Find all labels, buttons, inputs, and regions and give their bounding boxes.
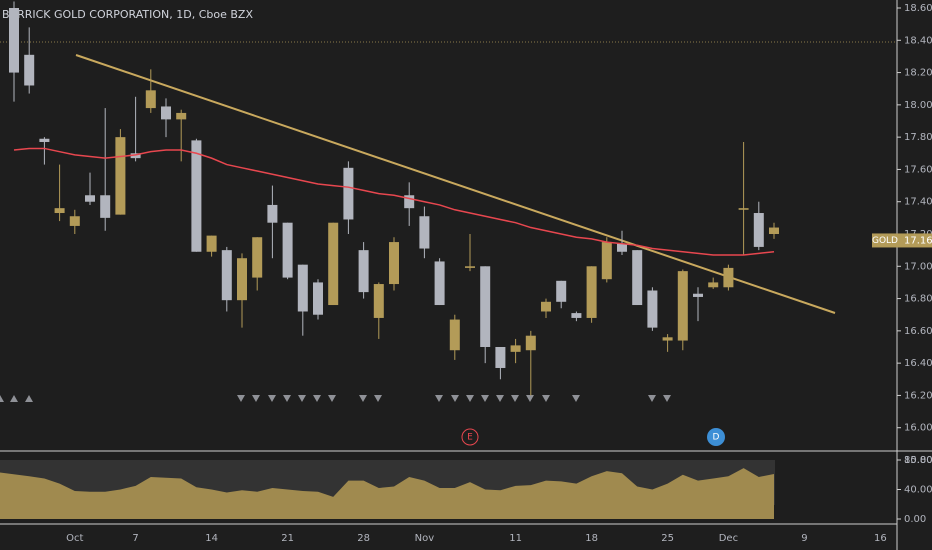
candle-body xyxy=(586,266,597,318)
y-tick-label: 17.40 xyxy=(904,197,932,208)
candle-body xyxy=(449,319,460,351)
x-tick-label: 25 xyxy=(661,533,674,544)
x-tick-label: 28 xyxy=(357,533,370,544)
last-price-box xyxy=(899,233,932,248)
event-label: E xyxy=(467,433,473,443)
y-tick-label: 18.40 xyxy=(904,35,932,46)
candle-body xyxy=(723,267,734,288)
candle-body xyxy=(495,347,506,368)
x-tick-label: 18 xyxy=(585,533,598,544)
candle-body xyxy=(221,250,232,301)
candle-body xyxy=(24,54,35,86)
x-tick-label: 9 xyxy=(801,533,807,544)
candle-body xyxy=(480,266,491,347)
candle-body xyxy=(617,243,627,252)
x-tick-label: 7 xyxy=(132,533,138,544)
candle-body xyxy=(297,264,308,312)
candle-body xyxy=(161,106,171,120)
event-circle xyxy=(707,428,725,446)
candle-body xyxy=(525,335,536,351)
x-tick-label: 11 xyxy=(509,533,522,544)
candle-body xyxy=(39,138,50,142)
candle-body xyxy=(708,282,719,288)
last-price-label: 17.16 xyxy=(904,235,932,246)
y-tick-label: 18.60 xyxy=(904,3,932,14)
candle-body xyxy=(373,284,384,318)
candle-body xyxy=(541,301,551,312)
y-tick-label: 16.20 xyxy=(904,390,932,401)
candle-body xyxy=(85,195,95,202)
candle-body xyxy=(571,313,582,318)
candle-body xyxy=(769,227,779,234)
candle-body xyxy=(647,290,658,328)
candle-body xyxy=(677,271,688,341)
candle-body xyxy=(176,112,187,120)
y-tick-label: 17.00 xyxy=(904,261,932,272)
candle-body xyxy=(115,137,126,215)
candle-body xyxy=(632,250,643,306)
y-tick-label: 18.20 xyxy=(904,68,932,79)
candle-body xyxy=(100,195,111,218)
x-tick-label: Oct xyxy=(66,533,83,544)
candle-body xyxy=(9,8,19,73)
y-tick-label: 15.80 xyxy=(904,455,932,466)
x-tick-label: 16 xyxy=(874,533,887,544)
y-tick-label: 16.00 xyxy=(904,423,932,434)
chart-title: BARRICK GOLD CORPORATION, 1D, Cboe BZX xyxy=(2,8,253,21)
candle-body xyxy=(601,242,612,280)
trend-line xyxy=(75,54,836,314)
candle-body xyxy=(267,204,278,223)
candle-body xyxy=(404,195,415,209)
x-tick-label: Dec xyxy=(719,533,738,544)
candle-body xyxy=(419,216,430,249)
candles xyxy=(9,1,779,396)
candle-body xyxy=(191,140,202,252)
candle-body xyxy=(145,90,156,109)
candle-body xyxy=(313,282,323,315)
event-circle xyxy=(461,428,479,446)
x-tick-label: 14 xyxy=(205,533,218,544)
candle-body xyxy=(282,222,293,278)
event-badge: E xyxy=(461,428,479,446)
candle-body xyxy=(662,337,673,341)
y-tick-label: 16.40 xyxy=(904,358,932,369)
y-tick-label: 17.80 xyxy=(904,132,932,143)
candle-body xyxy=(69,216,80,226)
candle-body xyxy=(465,266,475,268)
event-label: D xyxy=(713,433,720,443)
candle-body xyxy=(738,208,749,210)
candle-body xyxy=(130,153,141,159)
candle-body xyxy=(753,213,764,247)
x-tick-label: 21 xyxy=(281,533,294,544)
event-badge: D xyxy=(707,428,725,446)
moving-average xyxy=(13,147,775,256)
candle-body xyxy=(343,167,354,220)
candle-body xyxy=(328,222,339,306)
candle-body xyxy=(206,235,217,252)
candle-body xyxy=(693,293,703,297)
osc-tick-label: 80.00 xyxy=(904,455,932,466)
last-price-symbol: GOLD xyxy=(872,236,898,246)
candle-body xyxy=(358,250,369,293)
candle-body xyxy=(556,280,567,302)
oscillator-area xyxy=(0,468,774,519)
candle-body xyxy=(434,261,445,306)
y-tick-label: 17.60 xyxy=(904,164,932,175)
y-tick-label: 16.80 xyxy=(904,294,932,305)
osc-tick-label: 0.00 xyxy=(904,514,926,525)
candle-body xyxy=(510,345,521,352)
candle-body xyxy=(237,258,247,301)
last-price-symbol-box xyxy=(872,233,899,248)
osc-tick-label: 40.00 xyxy=(904,485,932,496)
x-tick-label: Nov xyxy=(415,533,435,544)
candle-body xyxy=(389,242,399,285)
candle-body xyxy=(252,237,263,278)
y-tick-label: 16.60 xyxy=(904,326,932,337)
candle-body xyxy=(54,208,65,214)
y-tick-label: 18.00 xyxy=(904,100,932,111)
